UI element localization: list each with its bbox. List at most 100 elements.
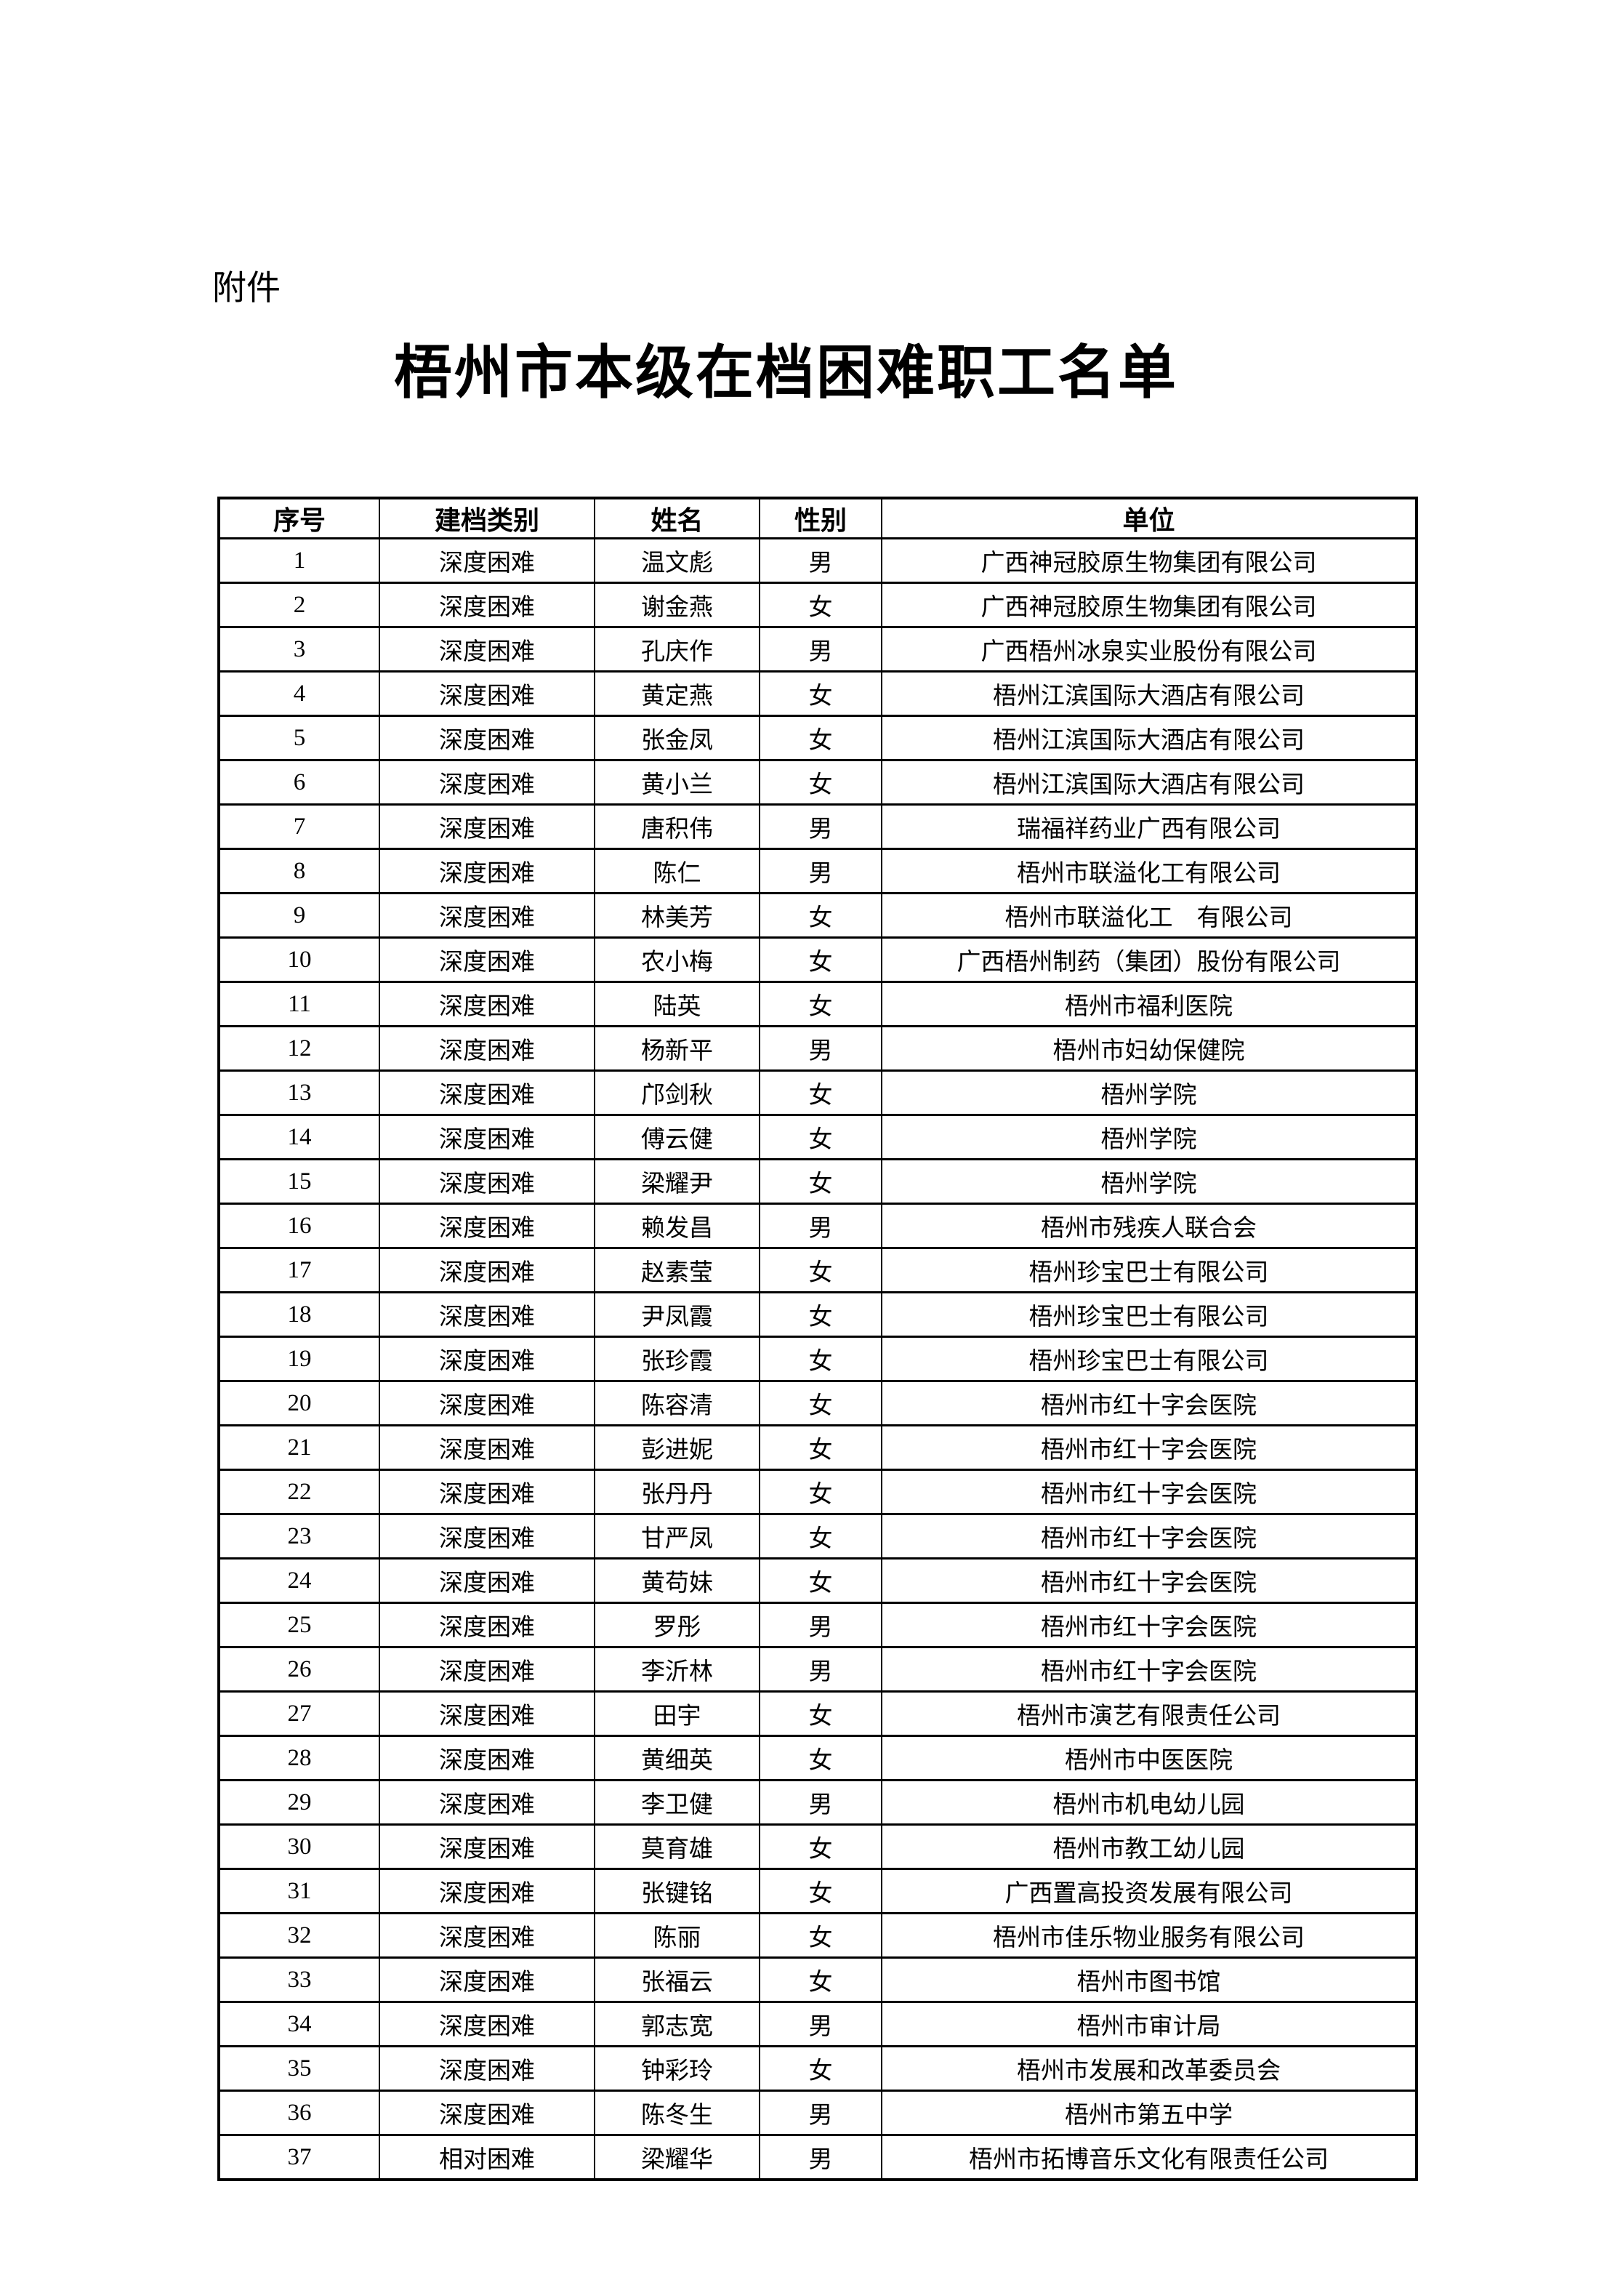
table-row: 37 相对困难 梁耀华 男 梧州市拓博音乐文化有限责任公司: [218, 2134, 1417, 2181]
cell-no: 6: [218, 759, 380, 806]
cell-unit: 梧州市拓博音乐文化有限责任公司: [881, 2134, 1417, 2181]
cell-category: 深度困难: [379, 1646, 595, 1693]
cell-category: 深度困难: [379, 803, 595, 850]
cell-gender: 女: [759, 981, 882, 1027]
cell-unit: 梧州市第五中学: [881, 2090, 1417, 2136]
cell-category: 深度困难: [379, 1956, 595, 2003]
cell-category: 深度困难: [379, 582, 595, 628]
cell-unit: 梧州市佳乐物业服务有限公司: [881, 1912, 1417, 1959]
table-row: 11 深度困难 陆英 女 梧州市福利医院: [218, 981, 1417, 1027]
cell-category: 深度困难: [379, 1025, 595, 1072]
cell-name: 莫育雄: [594, 1823, 760, 1870]
table-row: 24 深度困难 黄苟妹 女 梧州市红十字会医院: [218, 1557, 1417, 1604]
cell-gender: 男: [759, 626, 882, 673]
cell-unit: 梧州市联溢化工 有限公司: [881, 892, 1417, 939]
cell-unit: 梧州市残疾人联合会: [881, 1203, 1417, 1249]
cell-name: 甘严凤: [594, 1513, 760, 1560]
cell-name: 赖发昌: [594, 1203, 760, 1249]
cell-category: 深度困难: [379, 1513, 595, 1560]
table-row: 18 深度困难 尹凤霞 女 梧州珍宝巴士有限公司: [218, 1291, 1417, 1338]
cell-gender: 女: [759, 2045, 882, 2092]
table-row: 23 深度困难 甘严凤 女 梧州市红十字会医院: [218, 1513, 1417, 1560]
cell-name: 彭进妮: [594, 1424, 760, 1471]
cell-name: 尹凤霞: [594, 1291, 760, 1338]
table-row: 8 深度困难 陈仁 男 梧州市联溢化工有限公司: [218, 848, 1417, 894]
cell-gender: 女: [759, 582, 882, 628]
table-row: 33 深度困难 张福云 女 梧州市图书馆: [218, 1956, 1417, 2003]
cell-no: 10: [218, 936, 380, 983]
cell-no: 14: [218, 1114, 380, 1160]
cell-gender: 女: [759, 1823, 882, 1870]
cell-category: 深度困难: [379, 1158, 595, 1205]
header-unit: 单位: [881, 497, 1417, 539]
cell-name: 陆英: [594, 981, 760, 1027]
cell-unit: 梧州学院: [881, 1114, 1417, 1160]
cell-category: 深度困难: [379, 626, 595, 673]
table-row: 3 深度困难 孔庆作 男 广西梧州冰泉实业股份有限公司: [218, 626, 1417, 673]
cell-unit: 广西神冠胶原生物集团有限公司: [881, 582, 1417, 628]
header-name: 姓名: [594, 497, 760, 539]
table-row: 2 深度困难 谢金燕 女 广西神冠胶原生物集团有限公司: [218, 582, 1417, 628]
cell-name: 罗彤: [594, 1602, 760, 1648]
table-row: 20 深度困难 陈容清 女 梧州市红十字会医院: [218, 1380, 1417, 1426]
cell-category: 深度困难: [379, 1469, 595, 1515]
cell-gender: 男: [759, 1203, 882, 1249]
cell-name: 田宇: [594, 1690, 760, 1737]
cell-category: 深度困难: [379, 1203, 595, 1249]
table-row: 27 深度困难 田宇 女 梧州市演艺有限责任公司: [218, 1690, 1417, 1737]
cell-name: 陈仁: [594, 848, 760, 894]
cell-name: 邝剑秋: [594, 1069, 760, 1116]
cell-unit: 梧州市联溢化工有限公司: [881, 848, 1417, 894]
table-row: 6 深度困难 黄小兰 女 梧州江滨国际大酒店有限公司: [218, 759, 1417, 806]
cell-unit: 梧州市审计局: [881, 2001, 1417, 2047]
cell-no: 25: [218, 1602, 380, 1648]
cell-gender: 女: [759, 1513, 882, 1560]
cell-no: 27: [218, 1690, 380, 1737]
table-row: 26 深度困难 李沂林 男 梧州市红十字会医院: [218, 1646, 1417, 1693]
cell-unit: 梧州珍宝巴士有限公司: [881, 1336, 1417, 1382]
table-row: 5 深度困难 张金凤 女 梧州江滨国际大酒店有限公司: [218, 715, 1417, 761]
cell-category: 深度困难: [379, 1424, 595, 1471]
cell-name: 梁耀华: [594, 2134, 760, 2181]
cell-unit: 广西梧州制药（集团）股份有限公司: [881, 936, 1417, 983]
cell-no: 28: [218, 1735, 380, 1781]
cell-name: 温文彪: [594, 537, 760, 584]
table-row: 7 深度困难 唐积伟 男 瑞福祥药业广西有限公司: [218, 803, 1417, 850]
cell-gender: 女: [759, 1380, 882, 1426]
cell-no: 8: [218, 848, 380, 894]
table-row: 21 深度困难 彭进妮 女 梧州市红十字会医院: [218, 1424, 1417, 1471]
cell-name: 黄苟妹: [594, 1557, 760, 1604]
cell-name: 张丹丹: [594, 1469, 760, 1515]
table-row: 4 深度困难 黄定燕 女 梧州江滨国际大酒店有限公司: [218, 670, 1417, 717]
cell-gender: 女: [759, 1069, 882, 1116]
cell-unit: 梧州市发展和改革委员会: [881, 2045, 1417, 2092]
cell-unit: 梧州市红十字会医院: [881, 1424, 1417, 1471]
cell-category: 深度困难: [379, 1336, 595, 1382]
cell-name: 张键铭: [594, 1868, 760, 1914]
cell-unit: 梧州珍宝巴士有限公司: [881, 1247, 1417, 1293]
cell-no: 24: [218, 1557, 380, 1604]
cell-no: 32: [218, 1912, 380, 1959]
cell-unit: 梧州市红十字会医院: [881, 1557, 1417, 1604]
cell-unit: 梧州学院: [881, 1158, 1417, 1205]
cell-name: 陈容清: [594, 1380, 760, 1426]
table-row: 17 深度困难 赵素莹 女 梧州珍宝巴士有限公司: [218, 1247, 1417, 1293]
table-row: 22 深度困难 张丹丹 女 梧州市红十字会医院: [218, 1469, 1417, 1515]
cell-category: 深度困难: [379, 1291, 595, 1338]
cell-gender: 女: [759, 1291, 882, 1338]
cell-gender: 男: [759, 2001, 882, 2047]
cell-unit: 梧州市演艺有限责任公司: [881, 1690, 1417, 1737]
cell-no: 7: [218, 803, 380, 850]
cell-name: 李沂林: [594, 1646, 760, 1693]
cell-gender: 女: [759, 1114, 882, 1160]
cell-no: 19: [218, 1336, 380, 1382]
table-row: 10 深度困难 农小梅 女 广西梧州制药（集团）股份有限公司: [218, 936, 1417, 983]
table-header-row: 序号 建档类别 姓名 性别 单位: [218, 497, 1417, 539]
cell-unit: 梧州江滨国际大酒店有限公司: [881, 759, 1417, 806]
table-row: 14 深度困难 傅云健 女 梧州学院: [218, 1114, 1417, 1160]
table-row: 31 深度困难 张键铭 女 广西置高投资发展有限公司: [218, 1868, 1417, 1914]
cell-category: 深度困难: [379, 1602, 595, 1648]
header-category: 建档类别: [379, 497, 595, 539]
cell-category: 深度困难: [379, 537, 595, 584]
